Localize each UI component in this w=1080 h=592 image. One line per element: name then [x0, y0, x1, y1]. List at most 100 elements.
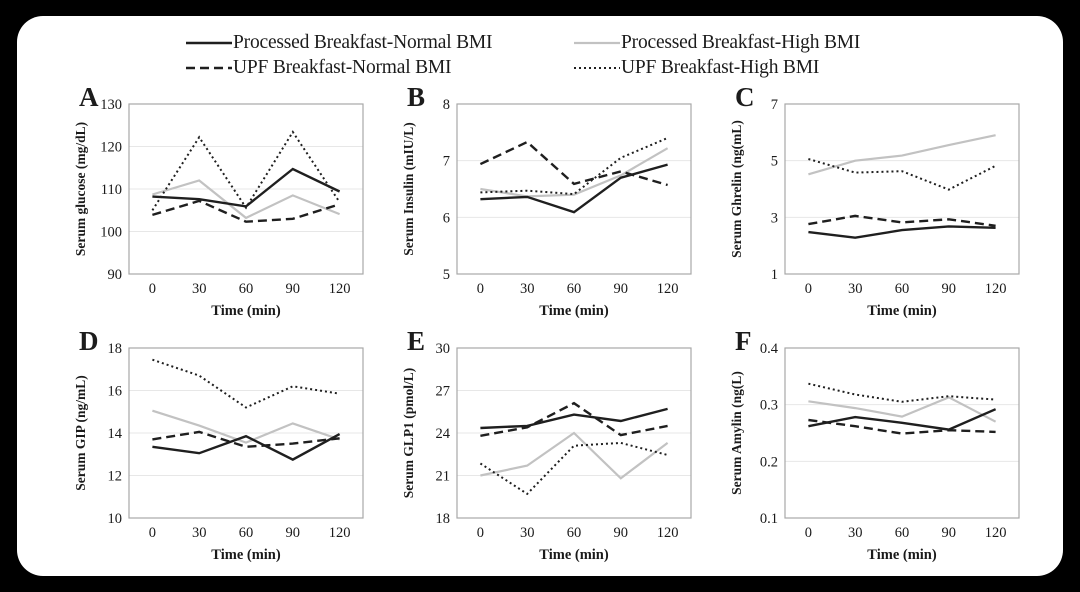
charts-grid: A 90 100 110 120 130 0 30 60 90 120 Time (min) Seru… — [61, 80, 1045, 576]
x-tick-label: 30 — [520, 525, 535, 541]
x-tick-label: 60 — [567, 525, 582, 541]
dashed-line-icon — [186, 66, 232, 70]
x-axis-label: Time (min) — [867, 303, 937, 319]
x-axis-label: Time (min) — [539, 547, 609, 563]
y-tick-label: 110 — [101, 182, 122, 198]
x-tick-label: 90 — [286, 525, 301, 541]
series-line — [480, 401, 668, 437]
y-tick-label: 18 — [436, 511, 451, 527]
series-line — [808, 382, 996, 403]
y-axis-label: Serum GIP (ng/mL) — [73, 375, 88, 491]
legend-item-processed-high: Processed Breakfast-High BMI — [573, 32, 860, 54]
serum-gip-plot: 10 12 14 16 18 0 30 60 90 120 Time (min) Serum GIP … — [73, 341, 364, 563]
x-axis-label: Time (min) — [539, 303, 609, 319]
y-tick-label: 12 — [108, 469, 123, 485]
y-tick-label: 0.1 — [760, 511, 778, 527]
panel-letter: D — [79, 326, 99, 356]
y-axis-label: Serum GLP1 (pmol/L) — [401, 368, 416, 499]
plot-border — [128, 103, 364, 275]
x-tick-label: 90 — [286, 281, 301, 297]
series-line — [479, 140, 668, 187]
legend-label: Processed Breakfast-High BMI — [621, 32, 861, 53]
dotted-line-icon — [574, 67, 620, 69]
x-tick-label: 90 — [942, 281, 957, 297]
y-tick-label: 7 — [771, 97, 778, 113]
x-tick-label: 60 — [239, 281, 254, 297]
series-line — [152, 358, 340, 409]
series-line — [480, 163, 668, 214]
x-tick-label: 60 — [895, 281, 910, 297]
figure-legend: Processed Breakfast-Normal BMI Processed… — [185, 32, 860, 79]
x-tick-label: 0 — [805, 525, 812, 541]
series-line — [152, 433, 341, 461]
series-line — [808, 158, 997, 191]
y-tick-label: 5 — [443, 267, 450, 283]
panel-letter: C — [735, 82, 755, 112]
x-tick-label: 0 — [477, 525, 484, 541]
x-tick-label: 30 — [192, 525, 207, 541]
y-tick-label: 30 — [436, 341, 451, 357]
serum-glucose-plot: 90 100 110 120 130 0 30 60 90 120 Time (min) Serum … — [73, 97, 364, 319]
serum-amylin-plot: 0.1 0.2 0.3 0.4 0 30 60 90 120 Time (min) Serum Am… — [729, 341, 1020, 563]
y-tick-label: 0.2 — [760, 454, 778, 470]
x-tick-label: 60 — [567, 281, 582, 297]
solid-black-line-icon — [186, 41, 232, 45]
series-line — [808, 418, 996, 435]
panel-letter: E — [407, 326, 426, 356]
x-tick-label: 30 — [848, 281, 863, 297]
y-tick-label: 18 — [108, 341, 123, 357]
y-tick-label: 3 — [771, 210, 778, 226]
figure-panel: Processed Breakfast-Normal BMI Processed… — [17, 16, 1063, 576]
y-tick-label: 24 — [436, 426, 451, 442]
plot-border — [456, 347, 692, 519]
legend-item-processed-normal: Processed Breakfast-Normal BMI — [185, 32, 573, 54]
chart-serum-glucose: A 90 100 110 120 130 0 30 60 90 120 Time (min) Seru… — [61, 80, 389, 324]
plot-border — [784, 347, 1020, 519]
legend-item-upf-normal: UPF Breakfast-Normal BMI — [185, 57, 573, 79]
legend-item-upf-high: UPF Breakfast-High BMI — [573, 57, 860, 79]
x-tick-label: 120 — [985, 525, 1007, 541]
panel-letter: B — [407, 82, 426, 112]
x-tick-label: 0 — [805, 281, 812, 297]
series-line — [808, 396, 997, 423]
x-tick-label: 0 — [477, 281, 484, 297]
panel-letter: A — [79, 82, 99, 112]
y-tick-label: 5 — [771, 154, 778, 170]
series-line — [808, 408, 997, 431]
y-axis-label: Serum Amylin (ng(L) — [729, 371, 744, 495]
y-tick-label: 6 — [443, 210, 450, 226]
x-tick-label: 90 — [614, 281, 629, 297]
x-tick-label: 0 — [149, 281, 156, 297]
x-axis-label: Time (min) — [867, 547, 937, 563]
serum-ghrelin-plot: 1 3 5 7 0 30 60 90 120 Time (min) Serum Ghrelin (n… — [729, 97, 1020, 319]
y-tick-label: 0.3 — [760, 398, 778, 414]
x-tick-label: 60 — [239, 525, 254, 541]
series-line — [480, 407, 668, 430]
x-tick-label: 60 — [895, 525, 910, 541]
x-tick-label: 30 — [848, 525, 863, 541]
panel-letter: F — [735, 326, 752, 356]
series-line — [808, 214, 996, 227]
plot-border — [128, 347, 364, 519]
y-tick-label: 16 — [108, 384, 123, 400]
y-tick-label: 130 — [100, 97, 122, 113]
y-tick-label: 120 — [100, 140, 122, 156]
x-tick-label: 30 — [192, 281, 207, 297]
series-line — [808, 225, 996, 239]
series-line — [480, 137, 668, 196]
chart-serum-amylin: F 0.1 0.2 0.3 0.4 0 30 60 90 120 Time (min) Serum … — [717, 324, 1045, 576]
y-tick-label: 0.4 — [760, 341, 779, 357]
x-tick-label: 120 — [657, 525, 679, 541]
x-tick-label: 120 — [329, 281, 351, 297]
series-line — [480, 147, 669, 198]
y-tick-label: 27 — [436, 384, 451, 400]
chart-serum-gip: D 10 12 14 16 18 0 30 60 90 120 Time (min) Serum GI… — [61, 324, 389, 576]
y-tick-label: 7 — [443, 154, 450, 170]
plot-border — [456, 103, 692, 275]
chart-serum-ghrelin: C 1 3 5 7 0 30 60 90 120 Time (min) Serum Ghrelin … — [717, 80, 1045, 324]
y-tick-label: 14 — [108, 426, 123, 442]
y-axis-label: Serum Insulin (mIU/L) — [401, 122, 416, 256]
series-line — [479, 441, 668, 496]
x-axis-label: Time (min) — [211, 303, 281, 319]
